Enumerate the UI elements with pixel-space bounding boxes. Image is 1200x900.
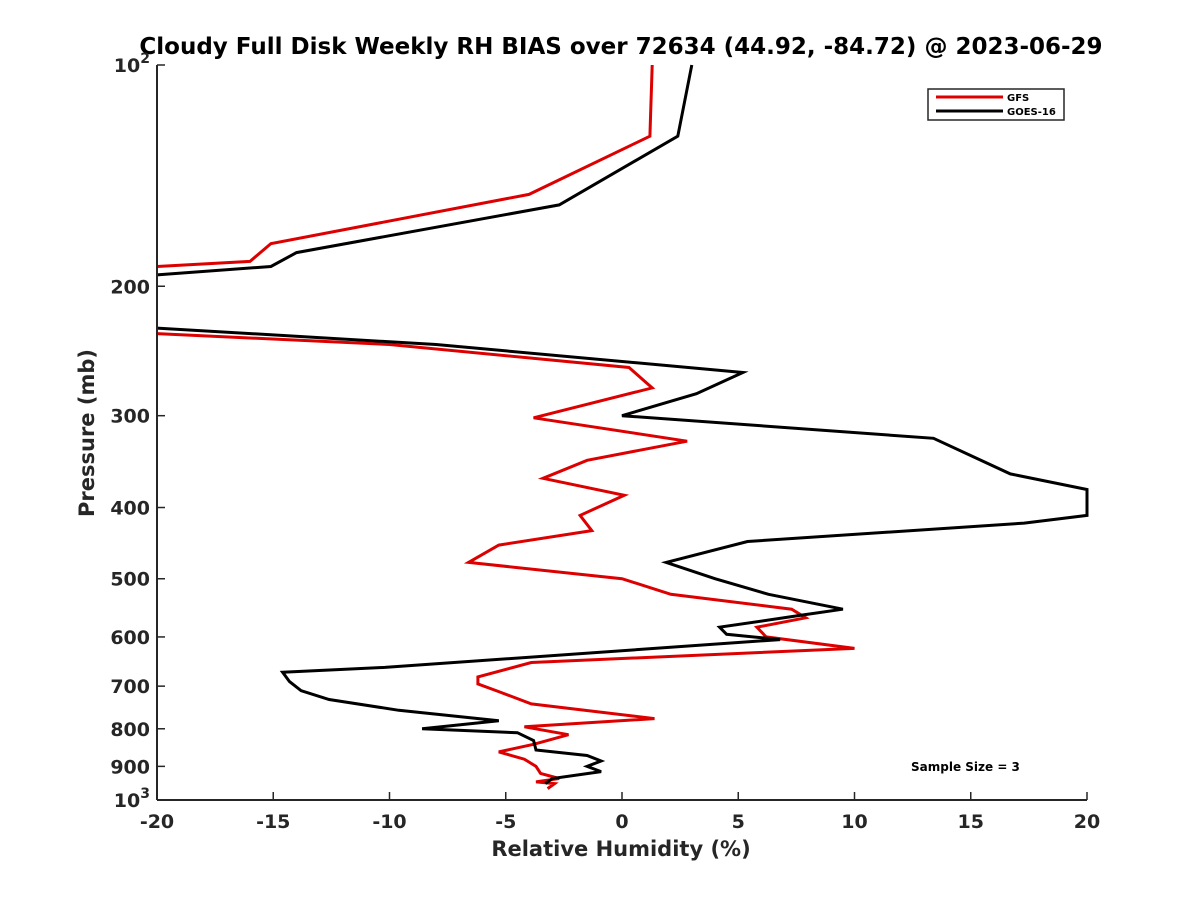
x-tick-label: 10: [841, 811, 867, 833]
y-tick-label: 600: [110, 627, 150, 649]
series-line-goes16-segment-1: [156, 64, 694, 277]
x-tick-label: -15: [256, 811, 290, 833]
y-tick-label: 300: [110, 406, 150, 428]
x-axis-label: Relative Humidity (%): [491, 837, 750, 861]
x-tick-label: -10: [372, 811, 406, 833]
legend-label-gfs: GFS: [1007, 93, 1029, 104]
series-line-gfs-segment-1: [156, 64, 654, 268]
series-layer: [156, 64, 1089, 790]
legend-box: [927, 88, 1065, 121]
legend: GFS GOES-16: [927, 88, 1065, 121]
x-tick-label: -20: [140, 811, 174, 833]
y-tick-label: 400: [110, 498, 150, 520]
y-tick-label: 900: [110, 756, 150, 778]
series-line-goes16-segment-2: [156, 326, 1089, 785]
y-tick-label: 200: [110, 276, 150, 298]
sample-size-annotation: Sample Size = 3: [911, 760, 1020, 774]
legend-label-goes16: GOES-16: [1007, 107, 1056, 118]
x-tick-label: 0: [615, 811, 628, 833]
x-tick-label: 15: [958, 811, 984, 833]
x-tick-label: 5: [732, 811, 745, 833]
y-axis-label: Pressure (mb): [75, 349, 99, 517]
x-tick-label: 20: [1074, 811, 1100, 833]
chart-title: Cloudy Full Disk Weekly RH BIAS over 726…: [139, 34, 1102, 60]
x-tick-label: -5: [495, 811, 516, 833]
x-ticks: -20 -15 -10 -5 0 5 10 15 20: [140, 792, 1100, 833]
y-tick-label: 700: [110, 676, 150, 698]
y-tick-label: 500: [110, 569, 150, 591]
y-tick-label: 800: [110, 719, 150, 741]
